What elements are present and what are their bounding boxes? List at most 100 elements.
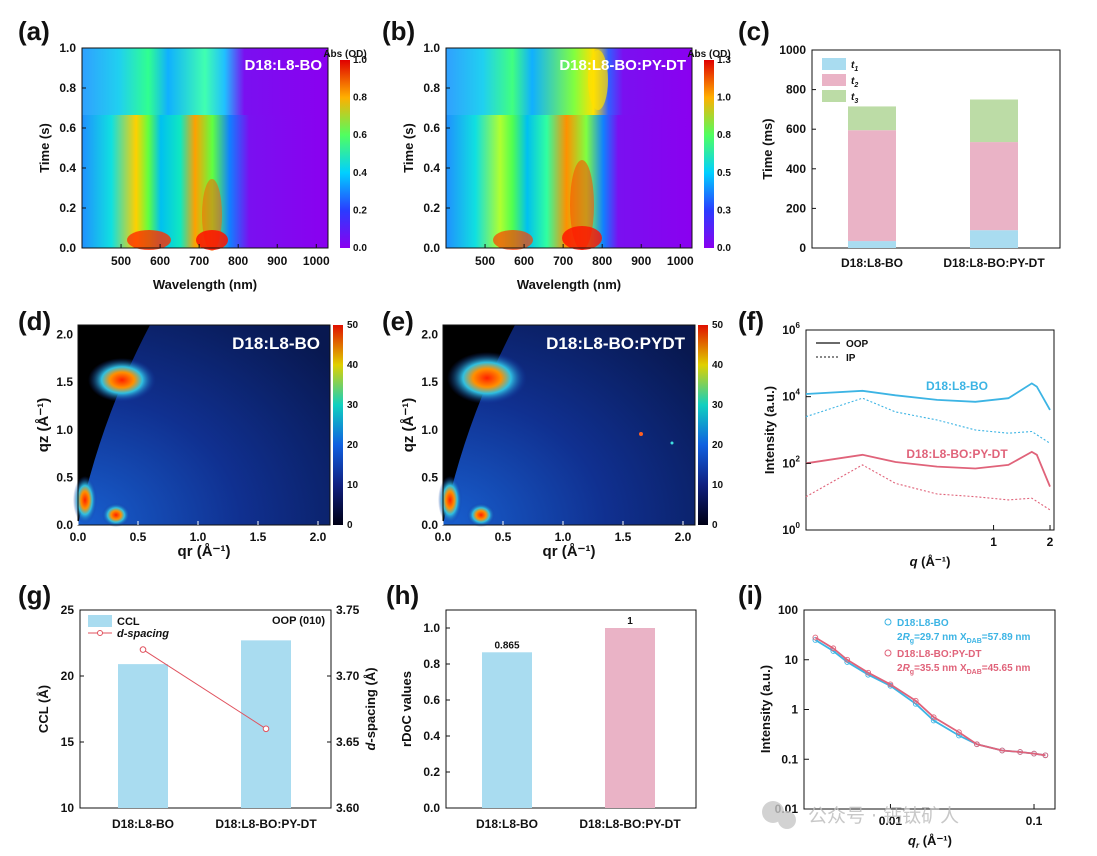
y-tick-label: 3.65 xyxy=(336,735,360,749)
panel-b: (b) D18:L8-BO:PY-DT 500 600 700 800 900 1000 … xyxy=(382,16,731,292)
panel-d: (d) D18:L8-BO 0.0 0.5 1.0 1.5 2.0 0.0 0.5 1.0 1… xyxy=(18,306,359,560)
legend-i1-marker xyxy=(884,618,892,626)
panel-c-label: (c) xyxy=(738,16,770,46)
y-tick-label: 0.6 xyxy=(423,121,440,135)
x-tick-label: 2.0 xyxy=(675,530,692,544)
y-tick-label: 1.0 xyxy=(59,41,76,55)
colorbar-tick-label: 0.8 xyxy=(717,130,731,141)
y-tick-label: 0.2 xyxy=(423,201,440,215)
x-tick-label: 700 xyxy=(553,254,573,268)
panel-a-sample: D18:L8-BO xyxy=(244,57,322,74)
series-line-1 xyxy=(805,397,1051,444)
x-tick-label: 0.0 xyxy=(70,530,87,544)
data-point xyxy=(974,741,980,748)
watermark: 公众号 · 钙钛矿人 xyxy=(762,801,959,829)
y-tick-label: 25 xyxy=(61,603,75,617)
x-tick-label: 0.01 xyxy=(879,814,903,828)
heatmap-b xyxy=(446,48,692,250)
panel-h-yticks: 0.0 0.2 0.4 0.6 0.8 1.0 xyxy=(423,621,450,815)
panel-f-frame xyxy=(805,329,1055,531)
panel-a-xlabel: Wavelength (nm) xyxy=(153,277,257,292)
giwaxs-e xyxy=(438,325,695,527)
colorbar-tick-label: 20 xyxy=(347,440,359,451)
panel-g-yticks-right: 3.60 3.65 3.70 3.75 xyxy=(327,603,360,815)
panel-i-xticks: 0.01 0.1 xyxy=(879,804,1043,828)
x-tick-label: 700 xyxy=(189,254,209,268)
colorbar-e xyxy=(698,325,708,525)
x-tick-label: 1.0 xyxy=(555,530,572,544)
y-tick-label: 0.0 xyxy=(423,801,440,815)
x-tick-label: D18:L8-BO:PY-DT xyxy=(943,256,1045,270)
y-tick-label: 10 xyxy=(785,653,799,667)
panel-g-dspacing-line xyxy=(139,646,270,733)
legend-i1-label: D18:L8-BO xyxy=(897,618,949,629)
y-tick-label: 1.0 xyxy=(423,41,440,55)
panel-h-ylabel: rDoC values xyxy=(399,671,414,747)
panel-f-series2-label: D18:L8-BO:PY-DT xyxy=(906,447,1008,461)
y-tick-label: 0.5 xyxy=(56,470,73,484)
colorbar-d-ticks: 0 10 20 30 40 50 xyxy=(347,320,359,531)
data-point xyxy=(1031,750,1037,757)
x-tick-label: 800 xyxy=(228,254,248,268)
x-tick-label: 600 xyxy=(150,254,170,268)
y-tick-label: 2.0 xyxy=(421,328,438,342)
y-tick-label: 1.5 xyxy=(56,375,73,389)
x-tick-label: D18:L8-BO:PY-DT xyxy=(215,817,317,831)
panel-c-frame xyxy=(811,49,1061,249)
panel-i: (i) 0.01 0.1 1 10 100 0.01 0.1 D18:L8-BO 2Rg=… xyxy=(738,580,1056,850)
fit-line-1 xyxy=(814,636,1046,757)
y-tick-exponent: 0 xyxy=(796,521,801,530)
legend-dspacing-marker xyxy=(97,630,103,636)
panel-a-xticks: 500 600 700 800 900 1000 xyxy=(111,244,330,268)
rdoc-bar-0 xyxy=(482,652,532,808)
panel-e-ylabel: qz (Å⁻¹) xyxy=(400,398,417,453)
colorbar-e-ticks: 0 10 20 30 40 50 xyxy=(712,320,724,531)
colorbar-a-title: Abs (OD) xyxy=(323,49,366,60)
y-tick-label: 0.8 xyxy=(423,81,440,95)
panel-g-xticks: D18:L8-BO D18:L8-BO:PY-DT xyxy=(112,817,317,831)
panel-g-annotation: OOP (010) xyxy=(272,615,325,627)
panel-c-bars xyxy=(848,99,1018,248)
rdoc-bar-1 xyxy=(605,628,655,808)
data-point xyxy=(830,645,837,652)
x-tick-label: 1000 xyxy=(303,254,330,268)
y-tick-label: 0 xyxy=(799,241,806,255)
panel-i-ylabel: Intensity (a.u.) xyxy=(758,665,773,753)
heatmap-a xyxy=(82,48,328,251)
colorbar-tick-label: 10 xyxy=(347,480,359,491)
panel-a-yticks: 0.0 0.2 0.4 0.6 0.8 1.0 xyxy=(59,41,86,255)
panel-g-ylabel-left: CCL (Å) xyxy=(36,685,51,733)
colorbar-tick-label: 30 xyxy=(347,400,359,411)
data-point xyxy=(912,697,919,704)
panel-d-xlabel: qr (Å⁻¹) xyxy=(178,543,231,560)
y-tick-label: 1 xyxy=(791,703,798,717)
colorbar-b-title: Abs (OD) xyxy=(687,49,730,60)
colorbar-tick-label: 0.2 xyxy=(353,205,367,216)
y-tick-label: 600 xyxy=(786,122,806,136)
y-tick-label: 800 xyxy=(786,83,806,97)
panel-g-label: (g) xyxy=(18,580,51,610)
y-tick-label: 106 xyxy=(782,321,800,337)
legend-i2-label: D18:L8-BO:PY-DT xyxy=(897,649,981,660)
legend-t1-label: t1 xyxy=(851,60,858,73)
panel-f-label: (f) xyxy=(738,306,764,336)
panel-i-xlabel: qr (Å⁻¹) xyxy=(908,833,952,850)
colorbar-b-ticks: 0.0 0.3 0.5 0.8 1.0 1.3 xyxy=(717,55,731,254)
colorbar-a xyxy=(340,60,350,248)
panel-c-legend: t1 t2 t3 xyxy=(822,58,858,105)
colorbar-b xyxy=(704,60,714,248)
bar-t2-1 xyxy=(970,142,1018,231)
y-tick-label: 3.60 xyxy=(336,801,360,815)
y-tick-label: 20 xyxy=(61,669,75,683)
panel-c-yticks: 0 200 400 600 800 1000 xyxy=(779,43,816,255)
panel-e: (e) D18:L8-BO:PYDT 0.0 0.5 1.0 1.5 2.0 0.00.… xyxy=(382,306,724,560)
colorbar-tick-label: 0.0 xyxy=(717,243,731,254)
y-tick-label: 104 xyxy=(782,388,800,404)
colorbar-d xyxy=(333,325,343,525)
panel-b-xlabel: Wavelength (nm) xyxy=(517,277,621,292)
colorbar-tick-label: 0.5 xyxy=(717,168,731,179)
colorbar-tick-label: 0.8 xyxy=(353,93,367,104)
y-tick-label: 1.5 xyxy=(421,375,438,389)
